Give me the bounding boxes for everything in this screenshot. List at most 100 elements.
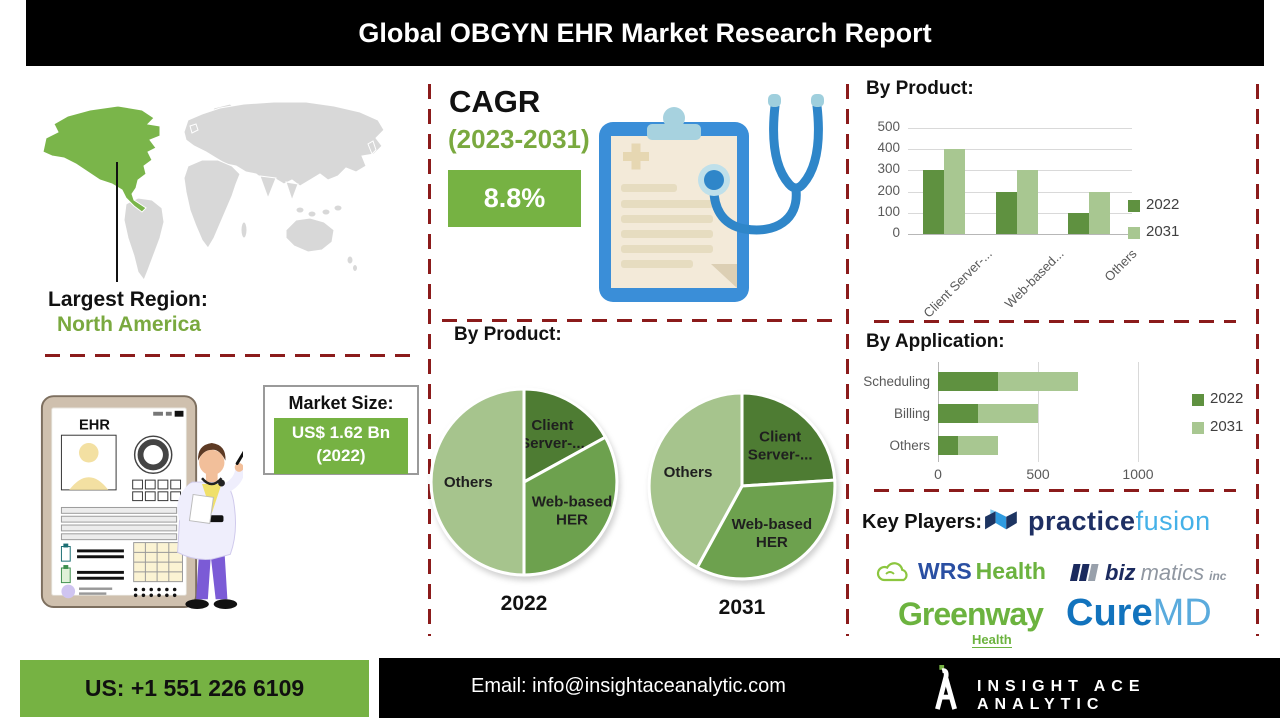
cagr-value-box: 8.8% [448,170,581,227]
stethoscope-icon [201,477,223,486]
category-label: Web-based... [1001,246,1068,312]
footer-brand: INSIGHT ACE ANALYTIC [977,678,1146,713]
map-australia [285,217,335,253]
hbar-2022-0 [938,372,998,391]
map-north-america-highlight [42,105,161,213]
gridline [1038,362,1039,462]
x-axis-tick-label: 1000 [1122,466,1154,482]
bar-chart-by-application: 0 500 1000 Scheduling Billing Others 2022 2031 [862,358,1262,493]
paper-icon [188,493,214,525]
practice-fusion-word2: fusion [1135,506,1211,536]
map-africa [183,159,241,249]
bar-2022-1 [995,191,1017,234]
bizmatics-word3: inc [1209,569,1227,583]
legend-label-2031: 2031 [1210,418,1244,435]
wrs-word1: WRS [918,558,972,584]
legend-swatch-2031 [1192,422,1204,434]
page-title: Global OBGYN EHR Market Research Report [358,18,932,48]
divider-horizontal-right-1 [874,320,1236,323]
divider-horizontal-middle [442,319,842,322]
map-madagascar [240,221,248,239]
bar-2031-0 [944,149,965,234]
pie-chart-2022: Client Server-... Web-based HER Others [429,387,619,577]
pie-slice-label: Client Server-... [748,428,813,463]
hbar-2031-0 [998,372,1078,391]
footer-email-label: Email: [471,675,527,697]
divider-horizontal-right-2 [874,489,1236,492]
x-axis-tick-label: 0 [934,466,942,482]
category-label: Scheduling [863,374,930,389]
y-axis-tick-label: 100 [877,203,900,219]
hbar-chart-title: By Application: [866,331,1005,352]
text-lines [60,506,178,541]
hbar-2022-2 [938,436,958,455]
category-label: Others [1101,246,1140,285]
legend-label-2022: 2022 [1210,390,1244,407]
legend-label-2031: 2031 [1146,223,1180,240]
y-axis-tick-label: 300 [877,161,900,177]
dot-matrix [133,587,177,598]
pie-year-label-2031: 2031 [718,596,766,619]
hbar-2031-2 [958,436,998,455]
pen-icon [235,450,243,465]
pie-slice-label: Others [444,474,493,491]
logo-bizmatics: biz matics inc [1068,560,1226,586]
legend-label-2022: 2022 [1146,196,1180,213]
footer-email: Email: info@insightaceanalytic.com [471,675,786,698]
pie-slice [740,391,837,488]
bar-chart-title: By Product: [866,78,974,99]
logo-wrs-health: WRS Health [874,558,1046,585]
curemd-word2: MD [1152,592,1212,634]
pie-year-label-2022: 2022 [500,592,548,615]
category-label: Billing [893,406,930,421]
bizmatics-bars-icon [1069,564,1099,581]
market-size-value-box: US$ 1.62 Bn (2022) [274,418,408,474]
greenway-word1: Greenway [898,596,1044,632]
pie-slice-label: Web-based HER [532,493,613,528]
category-label: Client Server-... [920,246,995,321]
cagr-period: (2023-2031) [448,124,590,154]
clipboard-stethoscope-illustration [599,94,824,302]
avatar-dot [61,584,76,599]
footer-email-address: info@insightaceanalytic.com [532,675,786,697]
key-players-label: Key Players: [862,511,983,533]
map-india [259,175,277,200]
tablet-screen-title: EHR [79,417,110,433]
bar-2031-1 [1016,170,1038,234]
divider-vertical-left [428,84,431,636]
logo-curemd: CureMD [1066,592,1212,635]
medicine-bottle-icon [60,546,71,562]
gridline [1138,362,1139,462]
bar-2031-2 [1089,191,1110,234]
gridline [908,128,1132,129]
insight-ace-logo-icon [935,665,957,710]
bar-2022-2 [1068,212,1089,234]
pie-slice-label: Web-based HER [732,516,813,551]
largest-region-label: Largest Region: [48,288,208,311]
logo-practice-fusion: practicefusion [984,506,1211,537]
map-se-asia [285,181,299,202]
bizmatics-word1: biz [1105,560,1136,585]
y-axis-tick-label: 400 [877,140,900,156]
hbar-2022-1 [938,404,978,423]
divider-horizontal-left [45,354,415,357]
pie-slice-label: Others [664,464,713,481]
clipboard-clip [663,107,685,129]
world-map [42,101,385,282]
pie-chart-2031: Client Server-... Web-based HER Others [647,391,837,581]
footer-phone: US: +1 551 226 6109 [20,660,369,717]
market-size-year: (2022) [316,445,366,465]
doctor-figure [177,443,243,609]
market-size-label: Market Size: [288,393,394,413]
divider-vertical-right [1256,84,1259,636]
practice-fusion-icon [985,508,1017,529]
footer-bar: Email: info@insightaceanalytic.com INSIG… [379,658,1280,718]
bar-chart-by-product: 0 100 200 300 400 500 Client Server-... Web-bas… [862,112,1262,322]
wrs-word2: Health [975,558,1046,584]
stethoscope-chestpiece [704,170,724,190]
y-axis-tick-label: 200 [877,182,900,198]
pie-slice [522,435,619,577]
legend-swatch-2022 [1192,394,1204,406]
map-eurasia [183,101,385,187]
practice-fusion-word1: practice [1028,506,1136,536]
